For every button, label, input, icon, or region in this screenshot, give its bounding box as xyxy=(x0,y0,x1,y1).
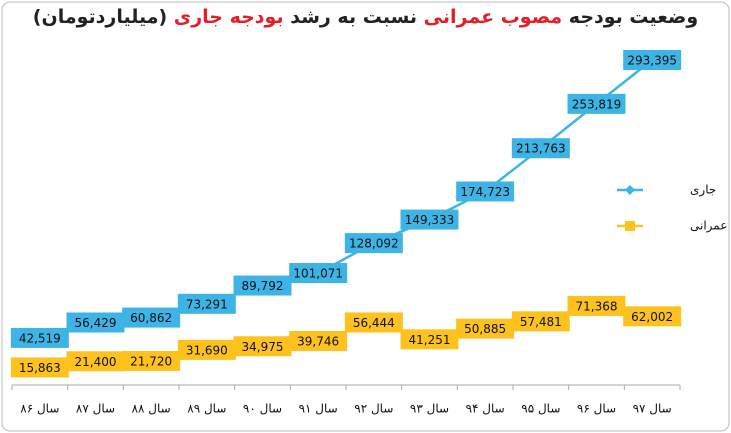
data-label: 34,975 xyxy=(233,336,292,357)
label-text: 293,395 xyxy=(627,54,677,68)
label-text: 15,863 xyxy=(19,361,61,375)
label-text: 71,368 xyxy=(576,299,618,313)
label-text: 128,092 xyxy=(349,237,399,251)
title-part: (میلیاردتومان) xyxy=(32,6,174,28)
data-label: 41,251 xyxy=(400,329,459,350)
data-label: 42,519 xyxy=(10,327,69,348)
data-label: 89,792 xyxy=(233,275,292,296)
x-tick-label: سال ۸۹ xyxy=(187,402,226,416)
data-label: 50,885 xyxy=(456,318,515,339)
x-tick-label: سال ۹۵ xyxy=(521,402,560,416)
data-label: 21,400 xyxy=(66,351,125,372)
data-label: 39,746 xyxy=(289,330,348,351)
legend-marker xyxy=(625,185,635,195)
label-box xyxy=(567,295,626,316)
label-text: 149,333 xyxy=(405,213,455,227)
label-box xyxy=(623,50,682,71)
legend: جاری عمرانی xyxy=(617,183,727,234)
data-label: 293,395 xyxy=(623,50,682,71)
legend-label: جاری xyxy=(690,183,716,198)
label-box xyxy=(567,93,626,114)
data-label: 56,429 xyxy=(66,312,125,333)
label-text: 31,690 xyxy=(186,343,228,357)
label-text: 62,002 xyxy=(631,310,673,324)
label-text: 89,792 xyxy=(242,279,284,293)
label-box xyxy=(456,181,515,202)
label-box xyxy=(511,138,570,159)
data-label: 149,333 xyxy=(400,209,459,230)
label-box xyxy=(122,350,181,371)
label-box xyxy=(344,233,403,254)
x-tick-label: سال ۹۲ xyxy=(354,402,393,416)
x-tick-label: سال ۹۶ xyxy=(577,402,616,416)
data-label: 62,002 xyxy=(623,306,682,327)
label-box xyxy=(511,311,570,332)
label-text: 41,251 xyxy=(409,333,451,347)
label-box xyxy=(400,209,459,230)
x-tick-label: سال ۹۳ xyxy=(410,402,449,416)
x-tick-label: سال ۸۷ xyxy=(76,402,115,416)
label-text: 253,819 xyxy=(572,97,622,111)
label-box xyxy=(344,312,403,333)
label-box xyxy=(289,330,348,351)
chart-title: وضعیت بودجه مصوب عمرانی نسبت به رشد بودج… xyxy=(0,6,731,28)
data-label: 15,863 xyxy=(10,357,69,378)
label-text: 39,746 xyxy=(297,334,339,348)
label-box xyxy=(623,306,682,327)
label-box xyxy=(289,263,348,284)
label-box xyxy=(233,336,292,357)
label-box xyxy=(456,318,515,339)
data-label: 253,819 xyxy=(567,93,626,114)
label-text: 50,885 xyxy=(464,322,506,336)
data-label: 60,862 xyxy=(122,307,181,328)
data-label: 101,071 xyxy=(289,263,348,284)
x-tick-label: سال ۹۷ xyxy=(633,402,672,416)
label-box xyxy=(10,327,69,348)
data-label: 73,291 xyxy=(177,293,236,314)
x-tick-label: سال ۹۱ xyxy=(299,402,338,416)
label-text: 57,481 xyxy=(520,315,562,329)
label-text: 42,519 xyxy=(19,331,61,345)
title-part: نسبت به رشد xyxy=(283,6,424,28)
label-text: 34,975 xyxy=(242,340,284,354)
label-box xyxy=(122,307,181,328)
data-label: 213,763 xyxy=(511,138,570,159)
label-text: 174,723 xyxy=(460,185,510,199)
label-text: 21,720 xyxy=(130,354,172,368)
label-box xyxy=(177,293,236,314)
data-label: 174,723 xyxy=(456,181,515,202)
label-text: 56,429 xyxy=(75,316,117,330)
label-text: 56,444 xyxy=(353,316,395,330)
data-label: 56,444 xyxy=(344,312,403,333)
label-text: 60,862 xyxy=(130,311,172,325)
label-text: 73,291 xyxy=(186,297,228,311)
label-text: 101,071 xyxy=(293,267,343,281)
label-box xyxy=(400,329,459,350)
data-label: 31,690 xyxy=(177,339,236,360)
x-tick-label: سال ۸۸ xyxy=(132,402,171,416)
x-tick-label: سال ۹۰ xyxy=(243,402,282,416)
label-box xyxy=(66,351,125,372)
legend-label: عمرانی xyxy=(690,219,727,234)
label-box xyxy=(233,275,292,296)
data-label: 21,720 xyxy=(122,350,181,371)
title-part: بودجه جاری xyxy=(173,6,284,28)
label-box xyxy=(10,357,69,378)
label-box xyxy=(66,312,125,333)
data-label: 71,368 xyxy=(567,295,626,316)
x-tick-label: سال ۸۶ xyxy=(20,402,59,416)
label-text: 213,763 xyxy=(516,142,566,156)
data-label: 57,481 xyxy=(511,311,570,332)
title-part: وضعیت بودجه xyxy=(562,6,699,28)
title-part: مصوب عمرانی xyxy=(423,6,563,28)
x-tick-label: سال ۹۴ xyxy=(466,402,505,416)
legend-marker xyxy=(625,221,635,231)
label-text: 21,400 xyxy=(75,355,117,369)
label-box xyxy=(177,339,236,360)
data-label: 128,092 xyxy=(344,233,403,254)
